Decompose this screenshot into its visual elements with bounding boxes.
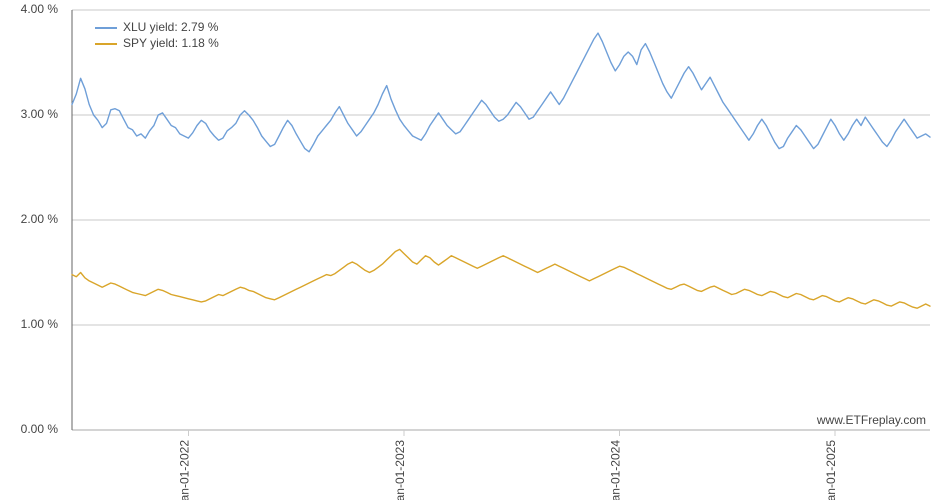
chart-bg xyxy=(0,0,940,500)
yield-chart: 0.00 % 1.00 % 2.00 % 3.00 % 4.00 % Jan-01-202… xyxy=(0,0,940,500)
ytick-label: 4.00 % xyxy=(21,2,59,16)
xtick-label: Jan-01-2023 xyxy=(393,440,407,500)
ytick-label: 3.00 % xyxy=(21,107,59,121)
chart-svg: 0.00 % 1.00 % 2.00 % 3.00 % 4.00 % Jan-01-202… xyxy=(0,0,940,500)
ytick-label: 1.00 % xyxy=(21,317,59,331)
xtick-label: Jan-01-2022 xyxy=(177,440,191,500)
legend-label: XLU yield: 2.79 % xyxy=(123,20,219,34)
ytick-label: 0.00 % xyxy=(21,422,59,436)
xtick-label: Jan-01-2025 xyxy=(824,440,838,500)
legend-label: SPY yield: 1.18 % xyxy=(123,36,219,50)
xtick-label: Jan-01-2024 xyxy=(609,440,623,500)
ytick-label: 2.00 % xyxy=(21,212,59,226)
attribution: www.ETFreplay.com xyxy=(816,413,926,427)
